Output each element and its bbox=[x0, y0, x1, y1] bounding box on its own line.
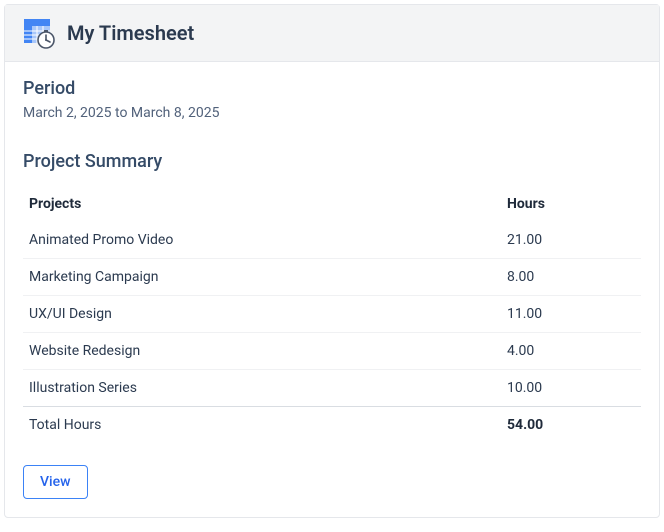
timesheet-icon bbox=[23, 17, 55, 49]
table-row: Marketing Campaign 8.00 bbox=[23, 259, 641, 296]
project-hours-cell: 11.00 bbox=[501, 296, 641, 333]
project-name-cell: Illustration Series bbox=[23, 370, 501, 407]
total-label-cell: Total Hours bbox=[23, 407, 501, 444]
project-hours-cell: 4.00 bbox=[501, 333, 641, 370]
project-name-cell: Animated Promo Video bbox=[23, 222, 501, 259]
view-button[interactable]: View bbox=[23, 465, 88, 499]
period-value: March 2, 2025 to March 8, 2025 bbox=[23, 105, 641, 121]
project-summary-table: Projects Hours Animated Promo Video 21.0… bbox=[23, 186, 641, 443]
card-title: My Timesheet bbox=[67, 21, 194, 45]
summary-title: Project Summary bbox=[23, 151, 641, 172]
project-name-cell: Marketing Campaign bbox=[23, 259, 501, 296]
period-label: Period bbox=[23, 78, 641, 99]
column-header-projects: Projects bbox=[23, 186, 501, 222]
table-row: Website Redesign 4.00 bbox=[23, 333, 641, 370]
project-name-cell: UX/UI Design bbox=[23, 296, 501, 333]
total-value-cell: 54.00 bbox=[501, 407, 641, 444]
table-row: UX/UI Design 11.00 bbox=[23, 296, 641, 333]
project-hours-cell: 10.00 bbox=[501, 370, 641, 407]
table-row: Illustration Series 10.00 bbox=[23, 370, 641, 407]
summary-tbody: Animated Promo Video 21.00 Marketing Cam… bbox=[23, 222, 641, 443]
project-hours-cell: 21.00 bbox=[501, 222, 641, 259]
column-header-hours: Hours bbox=[501, 186, 641, 222]
total-row: Total Hours 54.00 bbox=[23, 407, 641, 444]
card-header: My Timesheet bbox=[5, 5, 659, 62]
project-hours-cell: 8.00 bbox=[501, 259, 641, 296]
table-row: Animated Promo Video 21.00 bbox=[23, 222, 641, 259]
project-name-cell: Website Redesign bbox=[23, 333, 501, 370]
timesheet-card: My Timesheet Period March 2, 2025 to Mar… bbox=[4, 4, 660, 518]
card-body: Period March 2, 2025 to March 8, 2025 Pr… bbox=[5, 62, 659, 517]
